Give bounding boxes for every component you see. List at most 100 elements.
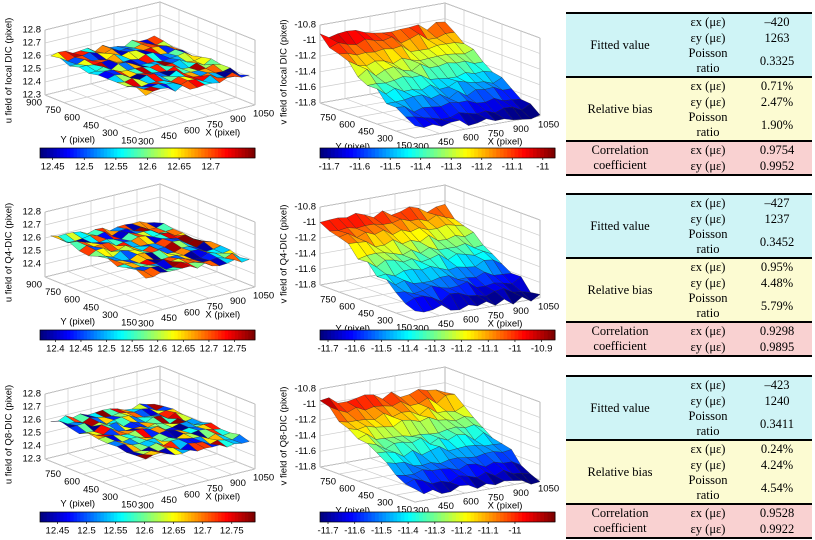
x-tick-label: 900 xyxy=(230,114,246,125)
z-tick-label: -11.2 xyxy=(295,51,316,62)
colorbar-swatch xyxy=(134,330,138,340)
colorbar-swatch xyxy=(251,512,256,522)
colorbar-swatch xyxy=(444,148,450,158)
z-tick-label: -10.8 xyxy=(294,384,316,395)
z-grid-line xyxy=(159,27,256,67)
z-grid-line xyxy=(319,2,446,26)
colorbar-swatch xyxy=(167,512,172,522)
x-axis-label: X (pixel) xyxy=(488,137,523,148)
colorbar-swatch xyxy=(408,148,413,158)
colorbar-swatch xyxy=(437,148,442,158)
quantity: Poisson ratio xyxy=(688,46,728,75)
colorbar-swatch xyxy=(130,148,135,158)
x-tick-label: 900 xyxy=(230,478,246,489)
colorbar-swatch xyxy=(452,148,457,158)
colorbar-swatch xyxy=(73,330,78,340)
colorbar-swatch xyxy=(144,512,148,522)
colorbar-swatch xyxy=(218,330,222,340)
group-label: Fitted value xyxy=(590,218,650,233)
colorbar-swatch xyxy=(345,330,350,340)
colorbar-tick-label: -10.9 xyxy=(531,344,553,355)
colorbar-swatch xyxy=(426,330,431,340)
x-axis-label: X (pixel) xyxy=(205,309,240,320)
colorbar-swatch xyxy=(50,330,54,340)
y-tick-label: 600 xyxy=(339,484,355,495)
colorbar-swatch xyxy=(323,148,328,158)
quantity: εx (με) xyxy=(690,323,726,338)
colorbar-swatch xyxy=(536,330,541,340)
table-group: Fitted value εx (με) –420 εy (με) 1263 Poisso… xyxy=(566,13,812,77)
y-axis-label: Y (pixel) xyxy=(60,135,95,146)
colorbar-swatch xyxy=(327,512,332,522)
colorbar-tick-label: 12.55 xyxy=(120,344,144,355)
colorbar-swatch xyxy=(90,148,95,158)
value: 0.9952 xyxy=(759,158,795,173)
y-tick-label: 150 xyxy=(396,505,412,516)
z-axis-label: u field of Q4-DIC (pixel) xyxy=(4,203,15,302)
colorbar-frame xyxy=(39,329,256,341)
colorbar-swatch xyxy=(323,512,328,522)
colorbar-swatch xyxy=(130,330,135,340)
colorbar-swatch xyxy=(547,330,552,340)
colorbar-swatch xyxy=(50,148,54,158)
colorbar-swatch xyxy=(320,330,325,340)
y-tick-label: 150 xyxy=(121,318,137,329)
colorbar-swatch xyxy=(433,330,438,340)
colorbar-swatch xyxy=(97,148,101,158)
colorbar-swatch xyxy=(320,512,325,522)
colorbar-swatch xyxy=(177,330,182,340)
quantity: εx (με) xyxy=(690,14,726,29)
colorbar-swatch xyxy=(221,512,226,522)
colorbar-swatch xyxy=(327,148,332,158)
x-tick-label: 750 xyxy=(488,492,504,503)
colorbar-swatch xyxy=(415,330,420,340)
colorbar-swatch xyxy=(174,148,179,158)
colorbar-swatch xyxy=(488,512,494,522)
colorbar-swatch xyxy=(238,330,243,340)
colorbar-tick-label: -11.5 xyxy=(371,344,392,355)
colorbar-frame xyxy=(319,511,556,523)
colorbar-swatch xyxy=(144,330,148,340)
colorbar-swatch xyxy=(496,330,501,340)
colorbar-swatch xyxy=(488,148,494,158)
x-tick-label: 900 xyxy=(513,306,529,317)
y-grid-line xyxy=(101,453,218,483)
colorbar-swatch xyxy=(56,148,61,158)
z-grid-line xyxy=(44,1,161,31)
colorbar-swatch xyxy=(349,148,354,158)
colorbar-swatch xyxy=(338,512,343,522)
colorbar-swatch xyxy=(66,330,71,340)
colorbar-swatch xyxy=(474,148,479,158)
y-grid-line xyxy=(139,468,256,498)
x-tick-label: 600 xyxy=(184,489,200,500)
colorbar-tick-label: -11.4 xyxy=(398,526,419,537)
colorbar-swatch xyxy=(367,512,372,522)
colorbar-swatch xyxy=(331,512,336,522)
z-tick-label: -11.2 xyxy=(295,415,316,426)
quantity: εy (με) xyxy=(690,393,726,408)
table-group: Correlation coefficient εx (με) 0.9528 εy (… xyxy=(566,504,812,538)
z-grid-line xyxy=(44,391,161,421)
y-grid-line xyxy=(414,297,541,321)
value: –423 xyxy=(764,377,790,392)
colorbar-swatch xyxy=(386,512,391,522)
colorbar-swatch xyxy=(327,330,332,340)
colorbar-swatch xyxy=(375,512,380,522)
colorbar-tick-label: -11.6 xyxy=(349,162,370,173)
colorbar-swatch xyxy=(201,512,206,522)
colorbar-swatch xyxy=(251,330,256,340)
colorbar-swatch xyxy=(382,512,387,522)
colorbar-swatch xyxy=(525,330,530,340)
z-tick-label: 12.5 xyxy=(23,64,42,75)
colorbar-swatch xyxy=(201,330,206,340)
value: 0.9528 xyxy=(759,505,795,520)
colorbar-swatch xyxy=(241,148,246,158)
y-grid-line xyxy=(139,104,256,134)
colorbar-swatch xyxy=(194,330,199,340)
group-label: Fitted value xyxy=(590,37,650,52)
z-tick-label: -11 xyxy=(303,35,316,46)
value: –420 xyxy=(764,14,790,29)
quantity: εx (με) xyxy=(690,441,726,456)
colorbar-swatch xyxy=(117,148,122,158)
colorbar-swatch xyxy=(87,330,91,340)
